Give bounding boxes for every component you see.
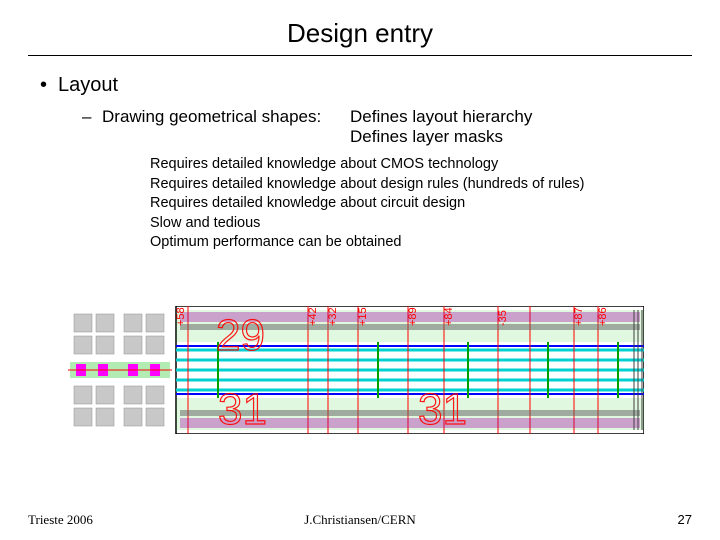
- svg-text:+87: +87: [573, 307, 585, 326]
- detail-item: Requires detailed knowledge about circui…: [150, 194, 692, 214]
- svg-text:+32: +32: [327, 307, 339, 326]
- svg-text:+89: +89: [407, 307, 419, 326]
- detail-list: Requires detailed knowledge about CMOS t…: [150, 155, 692, 253]
- detail-item: Requires detailed knowledge about CMOS t…: [150, 155, 692, 175]
- svg-text:-35: -35: [497, 310, 509, 326]
- svg-text:+58: +58: [175, 307, 187, 326]
- sub-right-1: Defines layout hierarchy: [350, 107, 532, 127]
- slide-title: Design entry: [28, 18, 692, 56]
- sub-left: Drawing geometrical shapes:: [102, 107, 350, 147]
- svg-text:+84: +84: [443, 307, 455, 326]
- detail-item: Slow and tedious: [150, 214, 692, 234]
- sub-right-2: Defines layer masks: [350, 127, 532, 147]
- svg-text:29: 29: [216, 311, 265, 360]
- svg-text:+15: +15: [357, 307, 369, 326]
- bullet-layout-label: Layout: [58, 74, 118, 96]
- detail-item: Optimum performance can be obtained: [150, 233, 692, 253]
- sub-bullet-row: – Drawing geometrical shapes: Defines la…: [82, 107, 692, 147]
- bullet-layout: •Layout: [40, 74, 692, 97]
- svg-text:31: 31: [418, 385, 467, 434]
- footer-center: J.Christiansen/CERN: [28, 512, 692, 528]
- svg-text:+42: +42: [307, 307, 319, 326]
- detail-item: Requires detailed knowledge about design…: [150, 175, 692, 195]
- ic-layout-diagram: 29 31 31 +58 +42 +32 +15 +89 +84 -35 +87…: [68, 306, 644, 434]
- svg-text:+86: +86: [597, 307, 609, 326]
- svg-text:31: 31: [218, 385, 267, 434]
